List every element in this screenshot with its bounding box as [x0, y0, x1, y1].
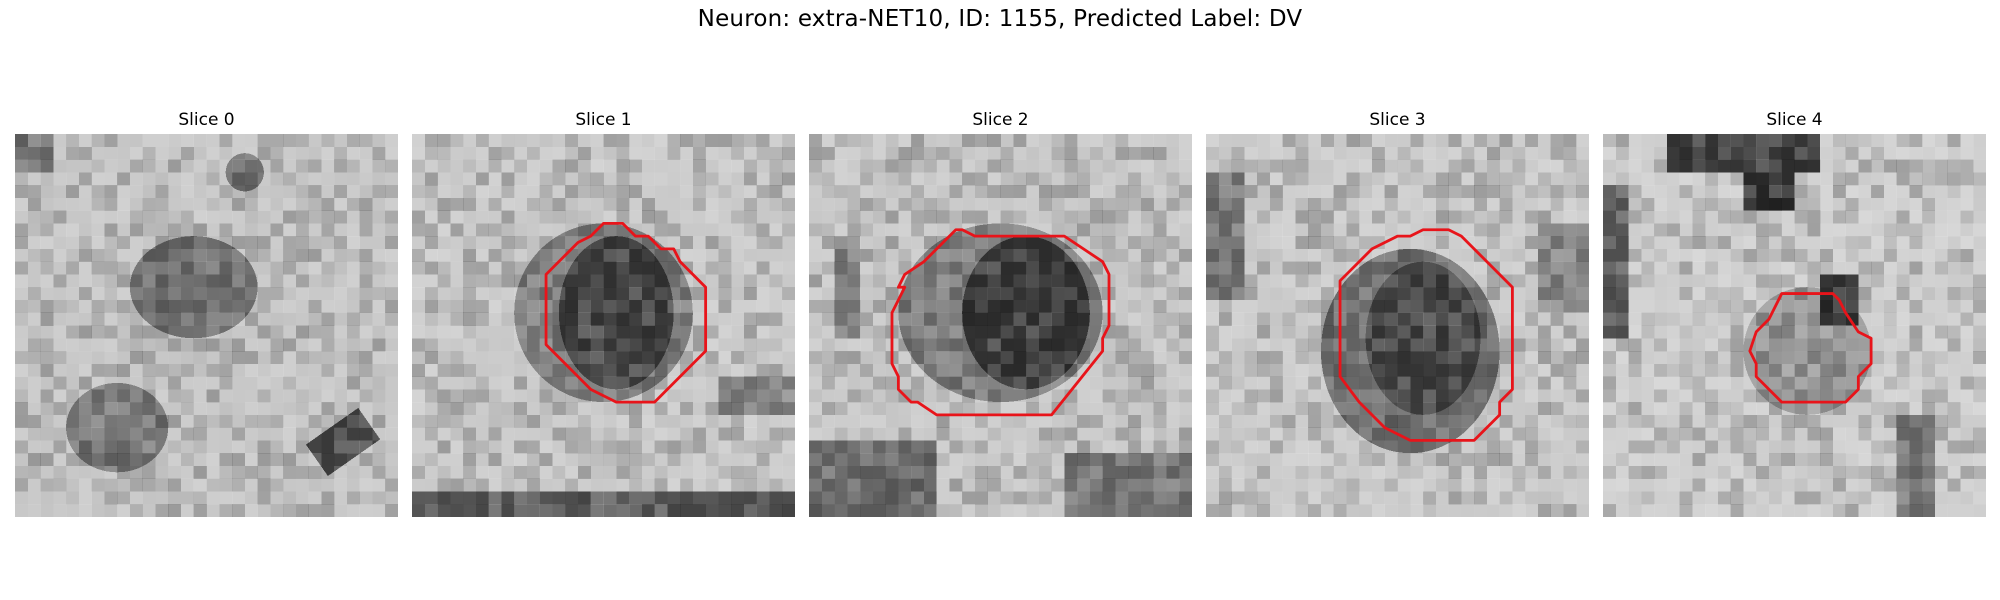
slice-panel-0: Slice 0: [15, 110, 398, 518]
slice-title: Slice 1: [575, 110, 632, 130]
pixel-noise: [809, 134, 1192, 517]
segmentation-contour: [1338, 228, 1514, 442]
pixel-noise: [1206, 134, 1589, 517]
slice-image: [809, 134, 1192, 517]
pixel-noise: [15, 134, 398, 517]
slice-panel-4: Slice 4: [1603, 110, 1986, 518]
slice-panel-3: Slice 3: [1206, 110, 1589, 518]
segmentation-contour: [544, 221, 708, 404]
slice-title: Slice 3: [1369, 110, 1426, 130]
slice-title: Slice 0: [178, 110, 235, 130]
slice-panel-1: Slice 1: [412, 110, 795, 518]
slice-panel-2: Slice 2: [809, 110, 1192, 518]
slice-image: [15, 134, 398, 517]
slice-title: Slice 4: [1766, 110, 1823, 130]
slice-image: [412, 134, 795, 517]
slice-image: [1206, 134, 1589, 517]
pixel-noise: [412, 134, 795, 517]
figure-title: Neuron: extra-NET10, ID: 1155, Predicted…: [697, 6, 1303, 32]
pixel-noise: [1603, 134, 1986, 517]
slice-title: Slice 2: [972, 110, 1029, 130]
segmentation-contour: [890, 228, 1111, 417]
segmentation-contour: [1748, 292, 1873, 404]
slice-image: [1603, 134, 1986, 517]
